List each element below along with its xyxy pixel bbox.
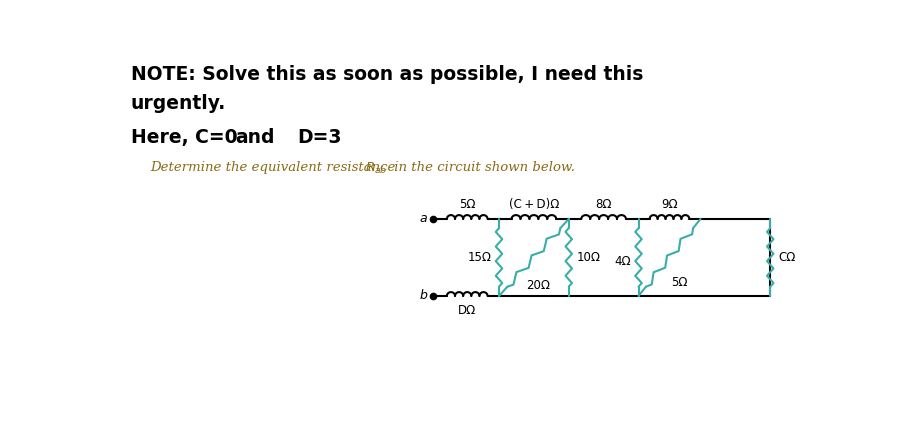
Text: Determine the equivalent resistance: Determine the equivalent resistance	[150, 161, 400, 174]
Text: CΩ: CΩ	[778, 251, 796, 264]
Text: 5Ω: 5Ω	[459, 198, 475, 211]
Text: 9Ω: 9Ω	[661, 198, 677, 211]
Text: 10Ω: 10Ω	[577, 251, 601, 264]
Text: $R_{ab}$: $R_{ab}$	[365, 161, 388, 176]
Text: (C + D)Ω: (C + D)Ω	[509, 198, 559, 211]
Text: D=3: D=3	[297, 128, 342, 147]
Text: and: and	[235, 128, 275, 147]
Text: 5Ω: 5Ω	[671, 275, 688, 289]
Text: b: b	[419, 289, 427, 302]
Text: NOTE: Solve this as soon as possible, I need this: NOTE: Solve this as soon as possible, I …	[131, 65, 643, 84]
Text: 8Ω: 8Ω	[595, 198, 612, 211]
Text: DΩ: DΩ	[458, 303, 476, 317]
Text: 20Ω: 20Ω	[526, 279, 550, 291]
Text: urgently.: urgently.	[131, 94, 226, 113]
Text: Here, C=0: Here, C=0	[131, 128, 237, 147]
Text: 15Ω: 15Ω	[467, 251, 491, 264]
Text: 4Ω: 4Ω	[614, 255, 630, 268]
Text: a: a	[419, 212, 427, 225]
Text: in the circuit shown below.: in the circuit shown below.	[390, 161, 575, 174]
